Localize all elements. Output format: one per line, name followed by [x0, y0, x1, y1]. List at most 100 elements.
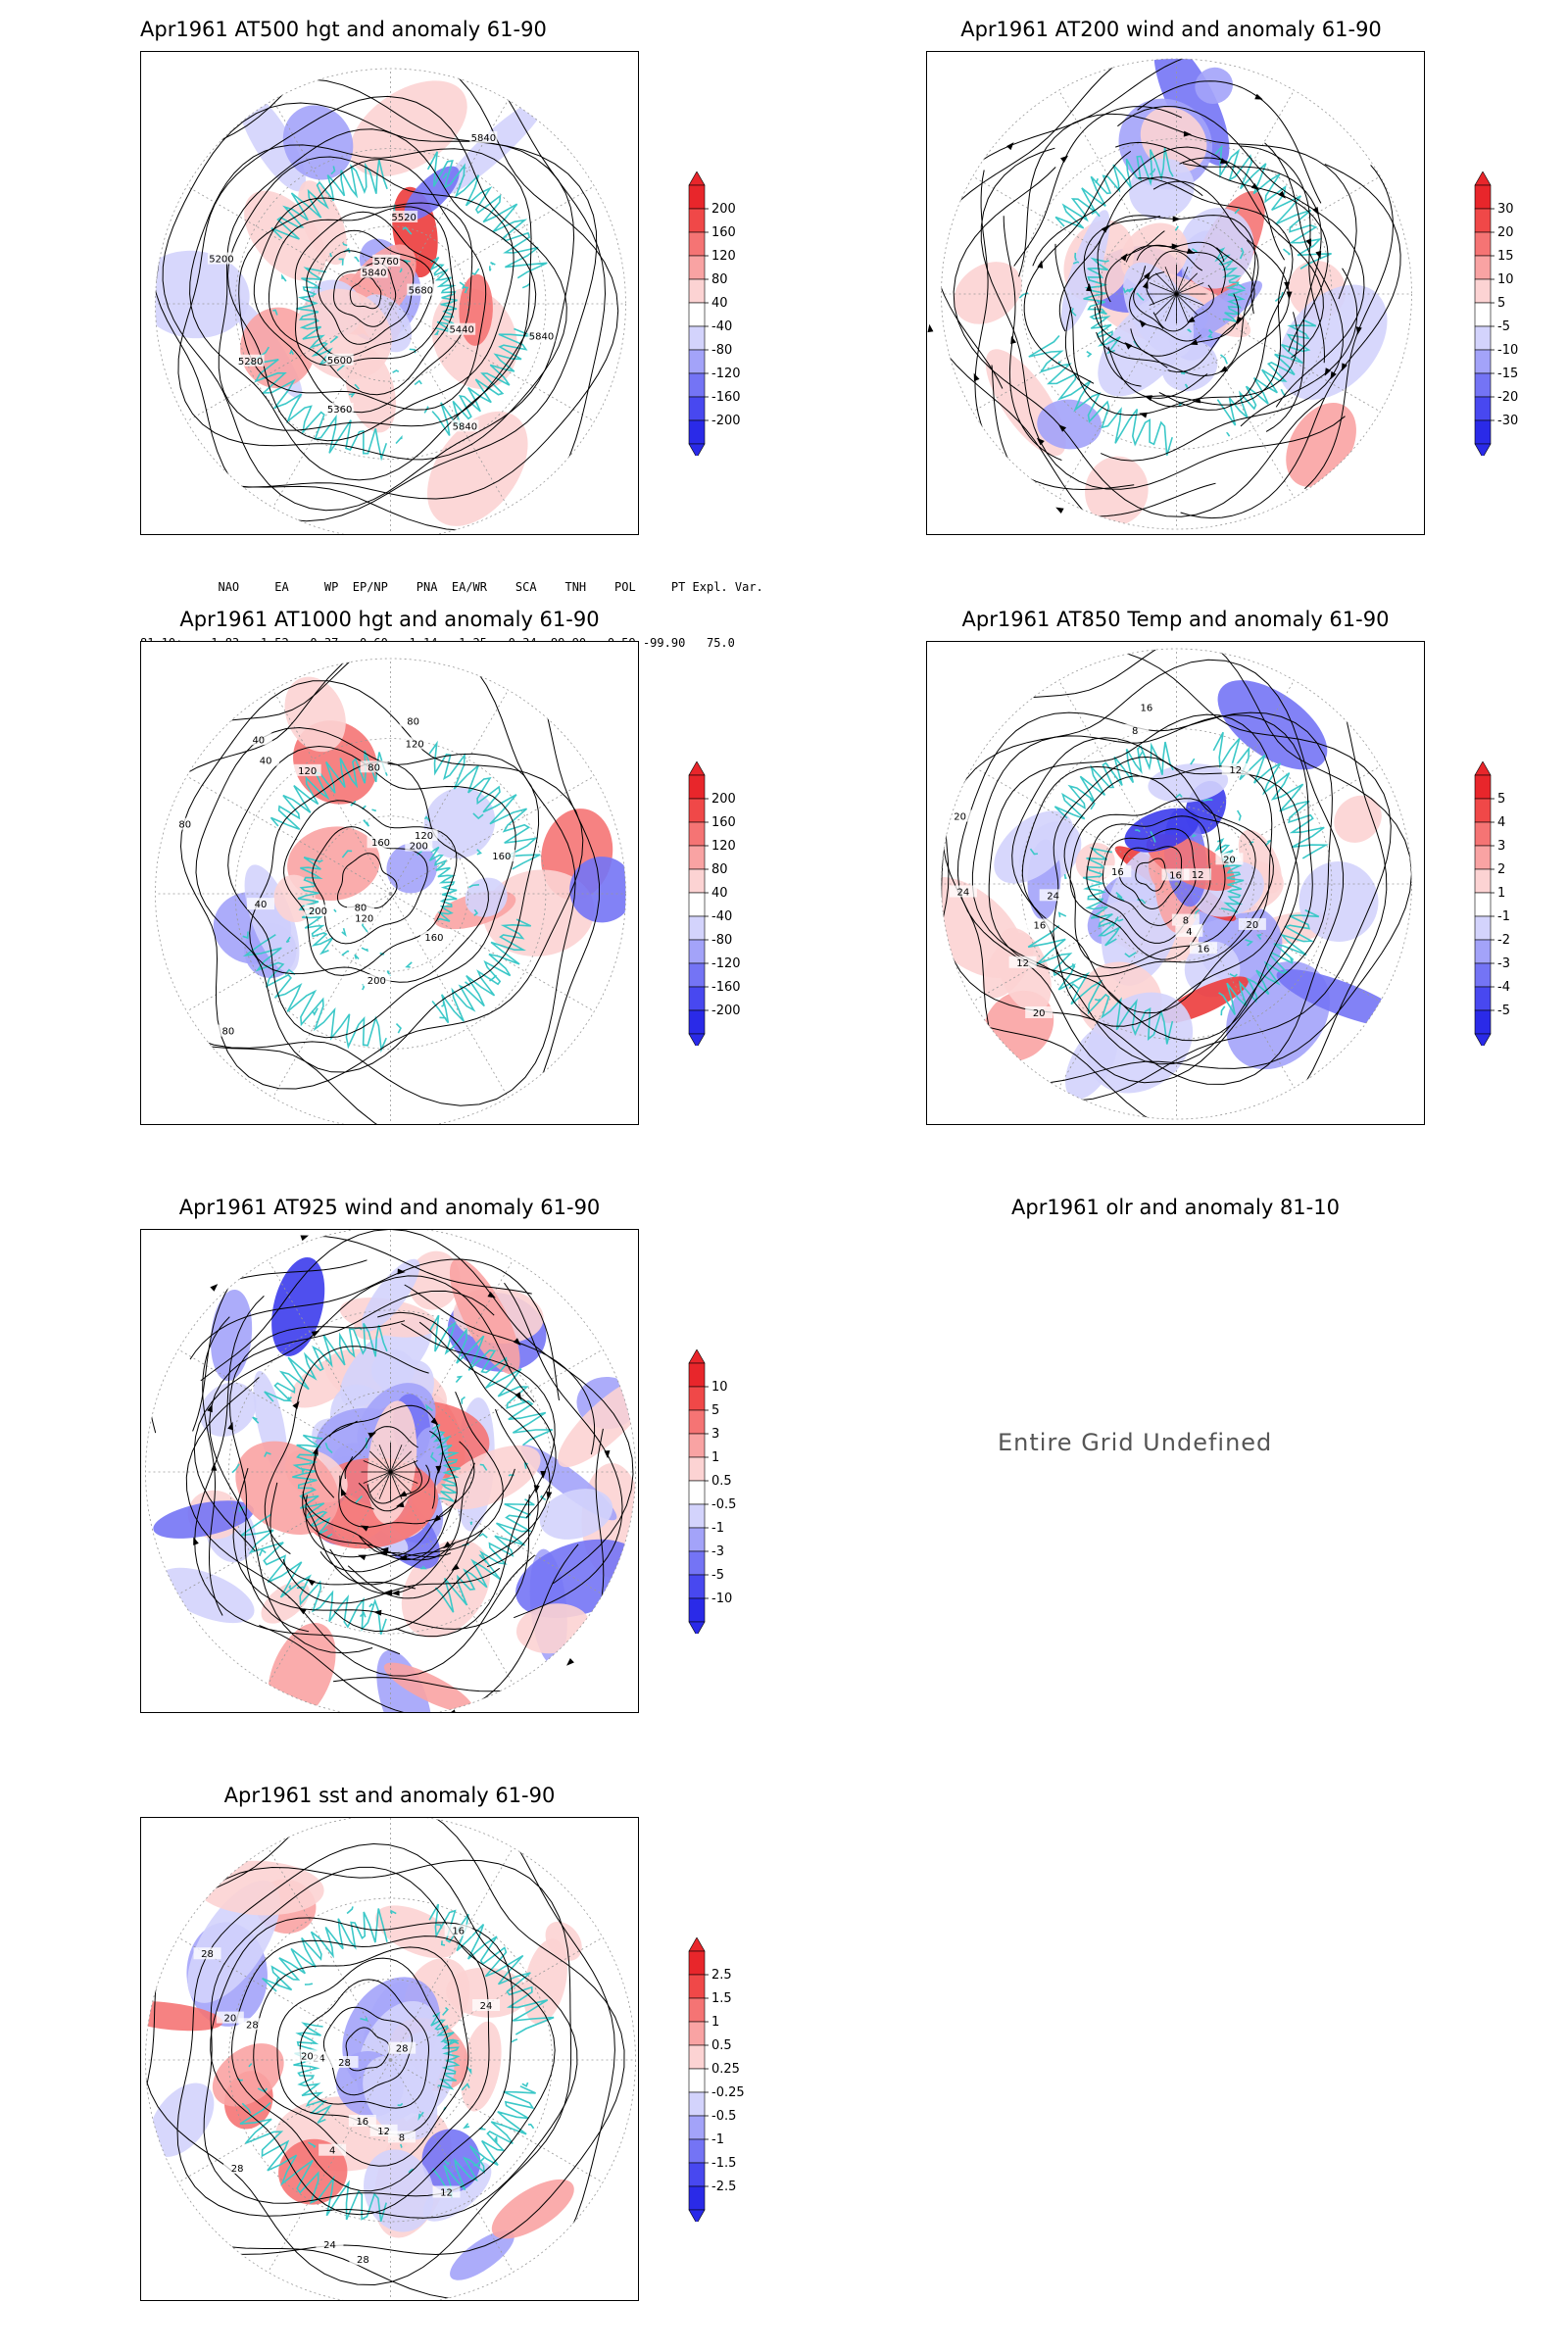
colorbar-tick-label: 4: [1497, 815, 1505, 830]
streamline: [259, 1544, 579, 1712]
colorbar-tick-label: 1: [711, 1450, 719, 1465]
streamline-arrow: [193, 1537, 199, 1545]
pole-streamline: [369, 1450, 391, 1473]
coastline-segment: [1082, 847, 1122, 947]
colorbar-tick-label: 15: [1497, 249, 1514, 264]
streamline-arrow: [292, 1400, 300, 1409]
contour-label: 80: [178, 820, 191, 831]
positive-anomaly: [491, 2179, 574, 2239]
contour-label: 24: [1047, 891, 1059, 902]
colorbar-segment: [688, 774, 706, 800]
streamline-arrow: [311, 1330, 320, 1338]
island-outline: [1220, 1005, 1226, 1016]
streamline-arrow: [312, 1446, 318, 1455]
island-outline: [408, 2168, 415, 2174]
negative-anomaly: [1087, 992, 1194, 1094]
colorbar-segment: [1474, 184, 1492, 210]
island-outline: [1137, 751, 1144, 760]
contour-label: 160: [424, 933, 443, 944]
island-outline: [1290, 957, 1293, 962]
contour-label-bg: [405, 839, 433, 852]
colorbar-segment: [688, 1456, 706, 1482]
positive-anomaly: [375, 1905, 458, 1959]
island-outline: [1126, 287, 1134, 293]
island-outline: [461, 1396, 466, 1404]
contour-label: 5280: [238, 357, 263, 368]
negative-anomaly: [994, 810, 1074, 884]
contour-label-bg: [171, 817, 199, 830]
positive-anomaly: [461, 2021, 502, 2112]
polar-map-200wind: [927, 58, 1412, 530]
coastline-segment: [292, 1434, 331, 1536]
contour-label: 8: [1183, 916, 1189, 927]
contour-label: 5840: [529, 331, 554, 342]
island-outline: [521, 2082, 529, 2087]
streamline-arrow: [340, 1488, 347, 1496]
streamline-arrow: [1139, 412, 1148, 418]
island-outline: [1115, 892, 1123, 899]
positive-anomaly: [145, 2001, 223, 2032]
colorbar-tick-label: 10: [1497, 272, 1514, 287]
contour-label-bg: [325, 402, 354, 415]
contour-label: 16: [1033, 920, 1046, 931]
colorbar-segment: [688, 419, 706, 445]
colorbar-tick-label: 160: [711, 815, 736, 830]
colorbar-tick-label: 40: [711, 886, 728, 901]
colorbar-segment: [688, 1009, 706, 1035]
island-outline: [1187, 328, 1192, 333]
island-outline: [439, 1016, 448, 1022]
contour-label-bg: [1221, 762, 1250, 775]
meridian-line: [390, 303, 595, 422]
contour-line: [1021, 765, 1273, 1014]
pole-streamline: [369, 1471, 391, 1494]
island-outline: [1274, 291, 1284, 302]
colorbar-segment: [688, 821, 706, 847]
contour-label: 200: [309, 906, 327, 917]
colorbar-top-arrow: [688, 760, 706, 776]
streamline-arrow: [1250, 182, 1259, 191]
pole-streamline: [1176, 293, 1198, 316]
contour-label-bg: [469, 130, 498, 143]
island-outline: [468, 884, 480, 889]
coastlines: [247, 151, 548, 462]
island-outline: [472, 812, 484, 820]
island-outline: [362, 805, 367, 810]
island-outline: [1190, 758, 1196, 765]
contour-label-bg: [252, 754, 280, 766]
island-outline: [465, 981, 470, 987]
negative-anomaly: [364, 2149, 434, 2232]
colorbar-top-arrow: [1474, 171, 1492, 186]
contour-line: [941, 649, 1412, 1086]
colorbar-top-arrow: [688, 171, 706, 186]
colorbar-segment: [688, 1527, 706, 1552]
polar-map-sst: 28282420161284282420161228282428: [145, 1818, 636, 2300]
contour-line: [145, 1859, 572, 2286]
island-outline: [1095, 998, 1102, 1003]
contour-line: [283, 800, 458, 976]
island-outline: [390, 1909, 397, 1915]
streamline-arrow: [1312, 207, 1319, 216]
island-outline: [1111, 916, 1119, 927]
panel-title-500hgt: Apr1961 AT500 hgt and anomaly 61-90: [140, 18, 547, 41]
negative-anomaly: [282, 105, 354, 180]
streamline-arrow: [1120, 253, 1128, 262]
colorbar-segment: [688, 208, 706, 233]
island-outline: [444, 2041, 450, 2046]
contour-label: 8: [399, 2132, 405, 2143]
island-outline: [1117, 918, 1124, 922]
positive-anomaly: [1334, 795, 1382, 843]
contour-label: 28: [231, 2164, 244, 2175]
island-outline: [330, 166, 336, 175]
contour-label: 160: [371, 838, 390, 849]
colorbar-bottom-arrow: [688, 443, 706, 459]
colorbar-segment: [1474, 231, 1492, 257]
contour-label-bg: [318, 2143, 347, 2156]
streamline-arrow: [447, 1709, 457, 1712]
island-outline: [1184, 383, 1189, 389]
colorbar-top-arrow: [1474, 760, 1492, 776]
colorbar-segment: [1474, 915, 1492, 941]
contour-line: [337, 853, 398, 909]
contour-line: [218, 128, 537, 431]
streamline-arrow: [1086, 282, 1093, 292]
